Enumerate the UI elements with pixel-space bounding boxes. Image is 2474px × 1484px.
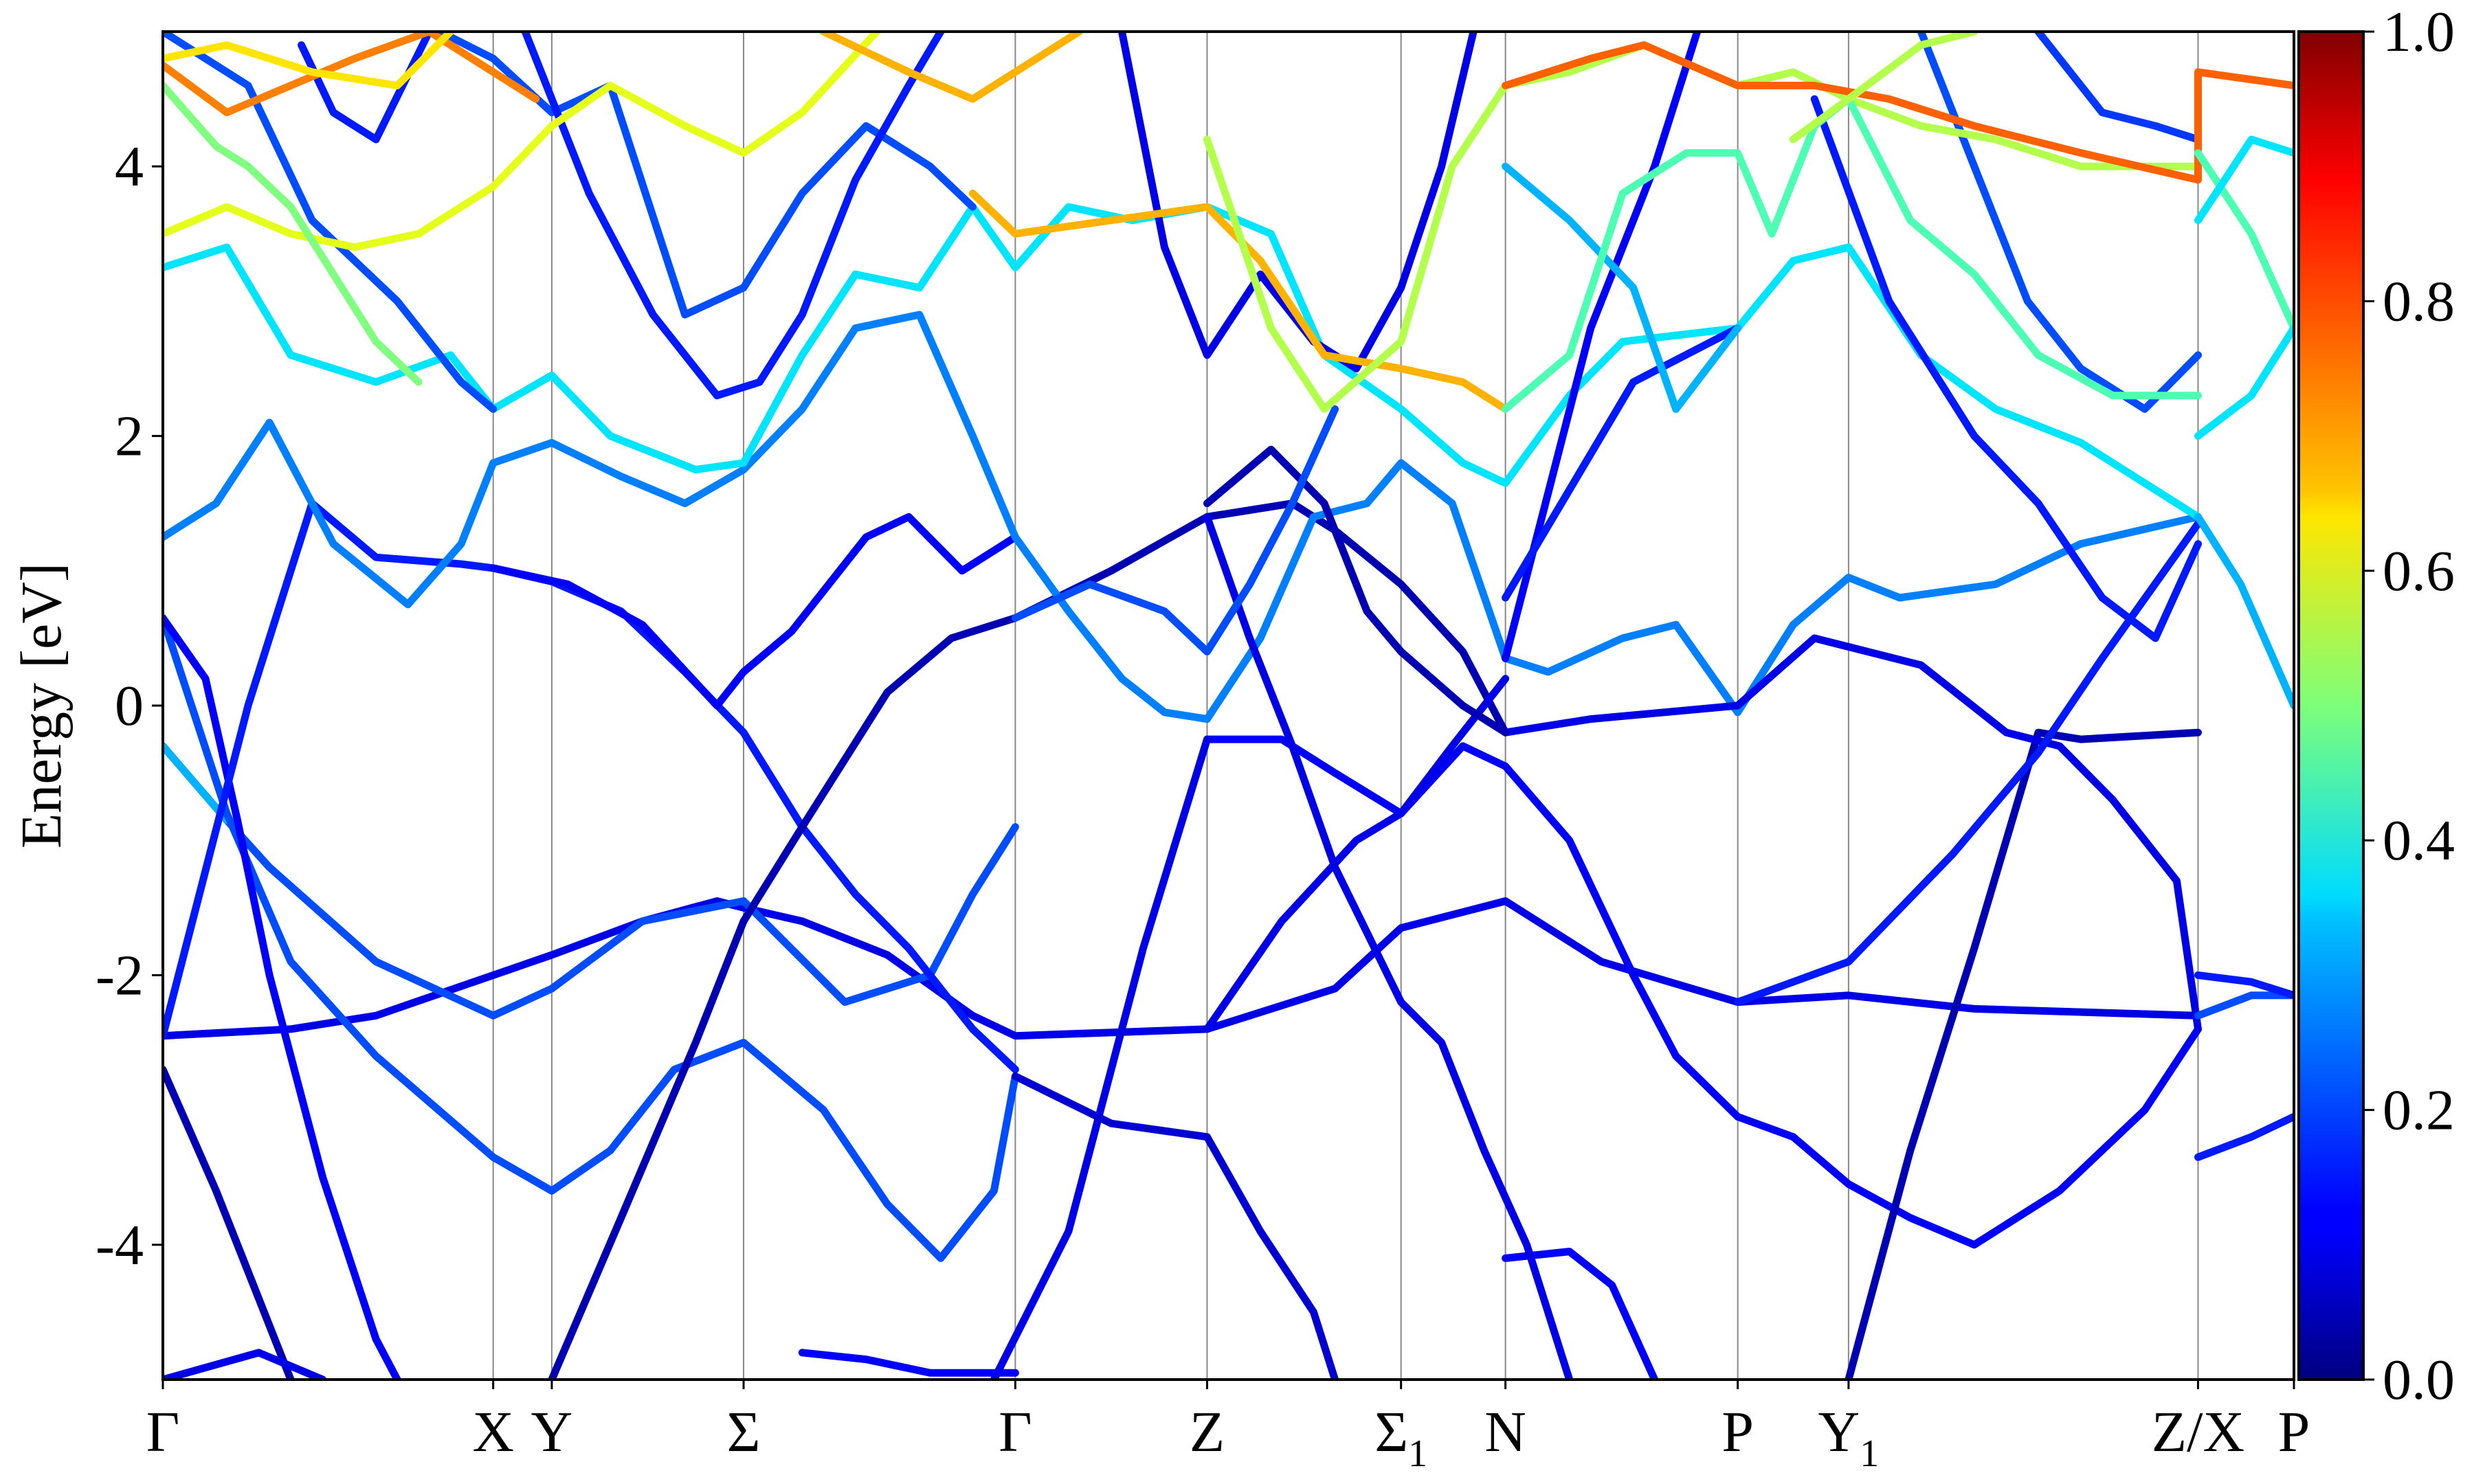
band-line xyxy=(163,614,1019,1262)
colorbar xyxy=(2297,30,2365,1381)
kpoint-label: Z/X xyxy=(2152,1400,2244,1464)
band-line xyxy=(968,189,1510,413)
y-tick-label: 2 xyxy=(115,405,144,469)
kpoint-label: P xyxy=(1721,1400,1754,1464)
band-line xyxy=(1203,675,1510,1033)
y-tick-label: 4 xyxy=(115,135,144,199)
band-line xyxy=(2194,971,2294,1000)
band-line xyxy=(2194,324,2294,440)
band-line xyxy=(798,1349,1019,1377)
band-line xyxy=(163,897,2202,1040)
high-symmetry-lines xyxy=(492,32,2199,1380)
x-axis-ticks: Γ X Y Σ Γ Z Σ1 N P Y1 Z/X P xyxy=(146,1380,2310,1475)
band-line xyxy=(1917,32,2202,413)
colorbar-tick-label: 1.0 xyxy=(2383,0,2455,64)
band-line xyxy=(1502,32,1702,662)
band-line xyxy=(1734,519,2202,1007)
y-tick-label: -4 xyxy=(96,1213,144,1277)
band-line xyxy=(1789,32,1979,144)
kpoint-label: Σ xyxy=(727,1400,761,1464)
y-tick-label: -2 xyxy=(96,943,144,1007)
kpoint-label: Σ xyxy=(1374,1400,1408,1464)
band-line xyxy=(1502,162,1742,413)
kpoint-label: Y xyxy=(531,1400,573,1464)
band-line xyxy=(1203,513,1574,1380)
band-line xyxy=(163,742,231,824)
kpoint-label: P xyxy=(2278,1400,2310,1464)
x-tick-label: Z/X xyxy=(2152,1400,2244,1464)
band-line xyxy=(1810,95,2202,642)
band-line xyxy=(163,742,1019,1020)
band-line xyxy=(548,499,1510,1380)
band-line xyxy=(1502,41,2294,184)
kpoint-subscript: 1 xyxy=(1860,1432,1879,1475)
band-line xyxy=(163,32,455,89)
band-line xyxy=(2194,135,2294,225)
band-line xyxy=(163,32,540,117)
x-tick-label: Γ xyxy=(146,1400,180,1464)
band-line xyxy=(1502,324,1742,602)
band-line xyxy=(990,735,1211,1380)
x-tick-label: Σ1 xyxy=(1374,1400,1427,1475)
band-line xyxy=(436,32,977,319)
kpoint-label: Z xyxy=(1190,1400,1225,1464)
band-line xyxy=(819,32,1083,103)
band-line xyxy=(1203,735,2202,1249)
x-tick-label: Z xyxy=(1190,1400,1225,1464)
band-line xyxy=(163,203,2202,521)
band-line xyxy=(1502,1248,1659,1380)
energy-bands xyxy=(163,32,2294,1380)
band-line xyxy=(163,32,881,251)
band-line xyxy=(1011,405,1339,655)
colorbar-tick-label: 0.0 xyxy=(2383,1348,2455,1412)
kpoint-subscript: 1 xyxy=(1408,1432,1427,1475)
y-tick-label: 0 xyxy=(115,674,144,738)
x-tick-label: N xyxy=(1484,1400,1526,1464)
band-line xyxy=(1502,634,2202,1033)
x-tick-label: P xyxy=(2278,1400,2310,1464)
band-line xyxy=(163,1349,327,1380)
x-tick-label: Y xyxy=(531,1400,573,1464)
x-tick-label: X xyxy=(472,1400,514,1464)
band-line xyxy=(163,499,1019,1074)
kpoint-label: N xyxy=(1484,1400,1526,1464)
colorbar-ticks: 0.0 0.2 0.4 0.6 0.8 1.0 xyxy=(2363,0,2455,1412)
band-line xyxy=(163,82,423,386)
x-tick-label: Γ xyxy=(999,1400,1032,1464)
x-tick-label: Σ xyxy=(727,1400,761,1464)
colorbar-tick-label: 0.4 xyxy=(2383,809,2455,873)
band-line xyxy=(1203,41,2202,413)
band-line xyxy=(298,32,434,144)
kpoint-label: X xyxy=(472,1400,514,1464)
colorbar-tick-label: 0.2 xyxy=(2383,1079,2455,1143)
x-tick-label: P xyxy=(1721,1400,1754,1464)
band-line xyxy=(2034,32,2202,144)
y-axis-label: Energy [eV] xyxy=(10,563,74,848)
band-line xyxy=(163,614,401,1380)
band-line xyxy=(1011,1072,1339,1380)
band-line xyxy=(489,513,1019,710)
band-line xyxy=(163,32,498,413)
band-line xyxy=(2194,991,2294,1020)
colorbar-tick-label: 0.6 xyxy=(2383,539,2455,603)
band-line xyxy=(2194,149,2294,333)
x-tick-label: Y1 xyxy=(1818,1400,1880,1475)
band-line xyxy=(1203,445,1510,737)
band-line xyxy=(521,32,945,400)
kpoint-label: Γ xyxy=(999,1400,1032,1464)
y-axis-ticks: -4 -2 0 2 4 xyxy=(96,135,163,1277)
band-line xyxy=(2194,1112,2294,1161)
band-line xyxy=(1845,728,2202,1380)
kpoint-label: Γ xyxy=(146,1400,180,1464)
band-line xyxy=(163,1066,295,1380)
colorbar-tick-label: 0.8 xyxy=(2383,269,2455,333)
band-line xyxy=(2194,513,2294,710)
kpoint-label: Y xyxy=(1818,1400,1860,1464)
